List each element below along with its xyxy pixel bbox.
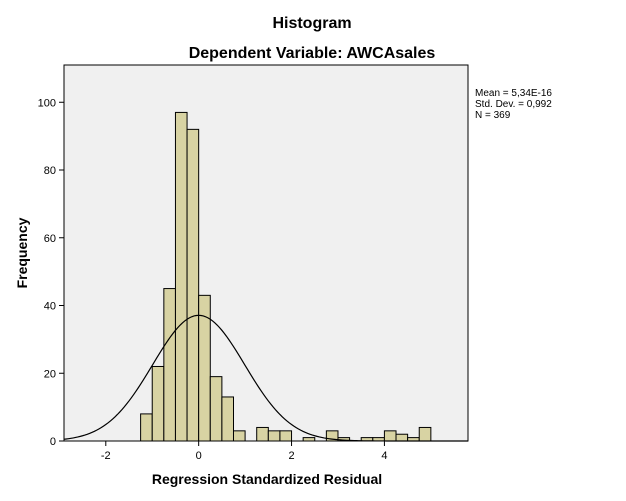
x-tick-label: 0 bbox=[196, 450, 202, 462]
histogram-bar bbox=[140, 413, 153, 442]
histogram-bar bbox=[383, 430, 397, 442]
histogram-bar bbox=[232, 430, 246, 442]
y-tick-label: 40 bbox=[44, 301, 56, 313]
x-axis-label: Regression Standardized Residual bbox=[152, 471, 382, 487]
histogram-bar bbox=[302, 437, 316, 442]
histogram-bar bbox=[418, 426, 432, 442]
histogram-bar bbox=[279, 430, 293, 442]
histogram-bar bbox=[198, 294, 211, 442]
x-tick-label: -2 bbox=[101, 450, 111, 462]
y-tick-label: 20 bbox=[44, 368, 56, 380]
histogram-bar bbox=[221, 396, 234, 442]
histogram-bar bbox=[209, 376, 223, 442]
chart-subtitle: Dependent Variable: AWCAsales bbox=[189, 45, 436, 62]
x-tick-label: 4 bbox=[381, 450, 387, 462]
histogram-bar bbox=[395, 433, 409, 442]
bars-group bbox=[140, 111, 432, 442]
y-tick-label: 60 bbox=[44, 233, 56, 245]
axes-group: 0 20 40 60 80 100 -2 0 2 4 bbox=[38, 97, 388, 462]
histogram-bar bbox=[163, 288, 176, 442]
plot-area bbox=[63, 64, 469, 442]
x-tick-label: 2 bbox=[288, 450, 294, 462]
histogram-bar bbox=[256, 426, 269, 442]
y-axis-label: Frequency bbox=[14, 217, 30, 288]
y-tick-label: 0 bbox=[50, 436, 56, 448]
normal-curve bbox=[63, 314, 468, 442]
histogram-bar bbox=[325, 430, 339, 442]
y-tick-label: 100 bbox=[38, 97, 56, 109]
histogram-bar bbox=[174, 111, 188, 442]
stats-n: N = 369 bbox=[475, 110, 511, 121]
histogram-bar bbox=[151, 365, 165, 442]
stats-std-dev: Std. Dev. = 0,992 bbox=[475, 99, 552, 110]
chart-title: Histogram bbox=[272, 15, 351, 32]
stats-mean: Mean = 5,34E-16 bbox=[475, 88, 552, 99]
histogram-bar bbox=[186, 128, 200, 442]
histogram-bar bbox=[267, 430, 281, 442]
y-tick-label: 80 bbox=[44, 165, 56, 177]
